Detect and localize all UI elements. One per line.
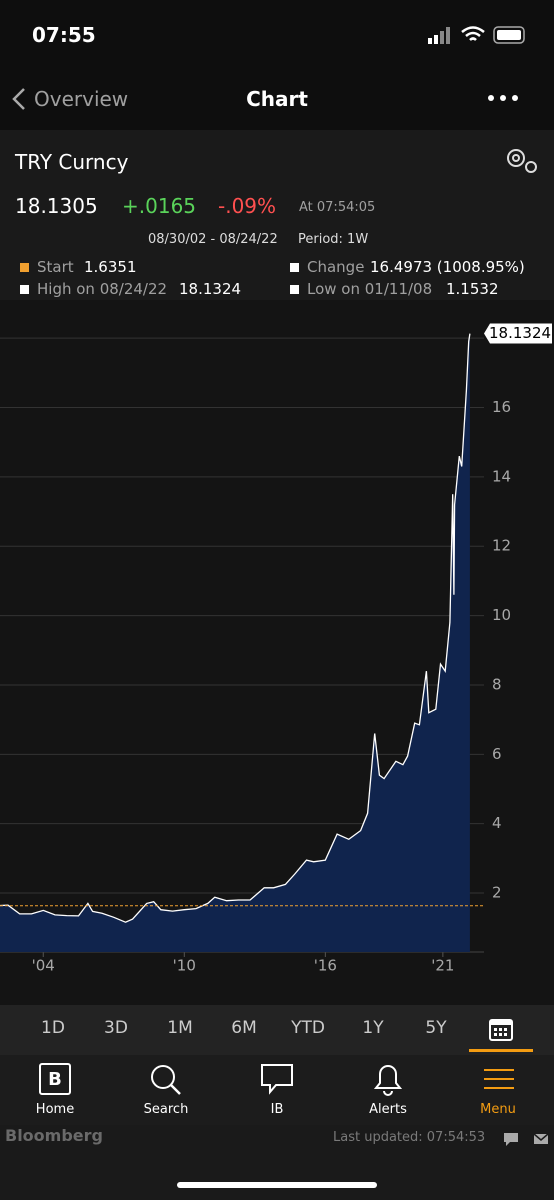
period-tab[interactable]: 1M <box>167 1018 193 1038</box>
date-range: 08/30/02 - 08/24/22 <box>148 232 278 247</box>
x-tick-label: '16 <box>314 957 337 975</box>
stat-value: 1.6351 <box>84 258 137 276</box>
calendar-tab[interactable] <box>488 1016 514 1042</box>
stat-value: 1.1532 <box>446 280 499 298</box>
nav-tab[interactable]: Menu <box>480 1102 516 1117</box>
last-updated: Last updated: 07:54:53 <box>333 1130 486 1145</box>
x-tick-label: '10 <box>173 957 196 975</box>
brand: Bloomberg <box>5 1126 103 1145</box>
stat-label: Change <box>307 258 365 276</box>
y-tick-label: 14 <box>492 467 511 485</box>
price-flag-label: 18.1324 <box>489 324 551 342</box>
home-indicator <box>177 1182 377 1188</box>
tab-bar <box>0 1005 554 1055</box>
tab-indicator <box>469 1049 533 1052</box>
change-swatch <box>290 263 299 272</box>
stat-label: High on 08/24/22 <box>37 280 168 298</box>
quote-time: At 07:54:05 <box>299 200 376 215</box>
change: +.0165 <box>122 194 197 218</box>
more-button[interactable] <box>486 92 520 104</box>
period-tab[interactable]: 1Y <box>362 1018 384 1038</box>
svg-text:B: B <box>48 1069 62 1090</box>
price: 18.1305 <box>15 194 98 218</box>
footer-icons <box>504 1133 549 1146</box>
nav-tab[interactable]: Alerts <box>369 1102 407 1117</box>
y-tick-label: 4 <box>492 814 502 832</box>
settings-button[interactable] <box>503 145 541 177</box>
low-swatch <box>290 285 299 294</box>
y-tick-label: 10 <box>492 606 511 624</box>
area-fill <box>0 333 470 953</box>
y-tick-label: 16 <box>492 398 511 416</box>
y-tick-label: 6 <box>492 745 502 763</box>
period-tab[interactable]: 1D <box>41 1018 65 1038</box>
y-tick-label: 8 <box>492 675 502 693</box>
period-tab[interactable]: 5Y <box>425 1018 447 1038</box>
period-tab[interactable]: 3D <box>104 1018 128 1038</box>
price-flag <box>484 323 552 344</box>
x-tick-label: '21 <box>431 957 454 975</box>
nav-tab[interactable]: IB <box>270 1102 284 1117</box>
price-line <box>0 333 471 923</box>
status-icons <box>428 26 525 44</box>
high-swatch <box>20 285 29 294</box>
y-tick-label: 12 <box>492 537 511 555</box>
stat-value: 16.4973 (1008.95%) <box>370 258 525 276</box>
period-tab[interactable]: YTD <box>291 1018 325 1038</box>
clock: 07:55 <box>32 23 96 47</box>
back-button[interactable]: Overview <box>34 87 129 111</box>
change-pct: -.09% <box>218 194 277 218</box>
bottom-nav <box>0 1055 554 1125</box>
stat-value: 18.1324 <box>179 280 242 298</box>
ticker: TRY Curncy <box>15 150 129 174</box>
period-tab[interactable]: 6M <box>231 1018 257 1038</box>
x-tick-label: '04 <box>32 957 55 975</box>
start-swatch <box>20 263 29 272</box>
nav-title: Chart <box>246 87 308 111</box>
chart: 2 4 6 8 10 12 14 16 '04 '10 '16 '21 18.1324 <box>0 300 554 1005</box>
nav-icons: B <box>39 1063 514 1096</box>
top-bar <box>0 0 554 130</box>
y-tick-label: 2 <box>492 884 502 902</box>
period: Period: 1W <box>298 232 369 247</box>
stat-label: Low on 01/11/08 <box>307 280 433 298</box>
nav-tab[interactable]: Home <box>35 1102 75 1117</box>
stat-label: Start <box>37 258 74 276</box>
nav-tab[interactable]: Search <box>143 1102 189 1117</box>
back-chevron[interactable] <box>10 86 30 114</box>
